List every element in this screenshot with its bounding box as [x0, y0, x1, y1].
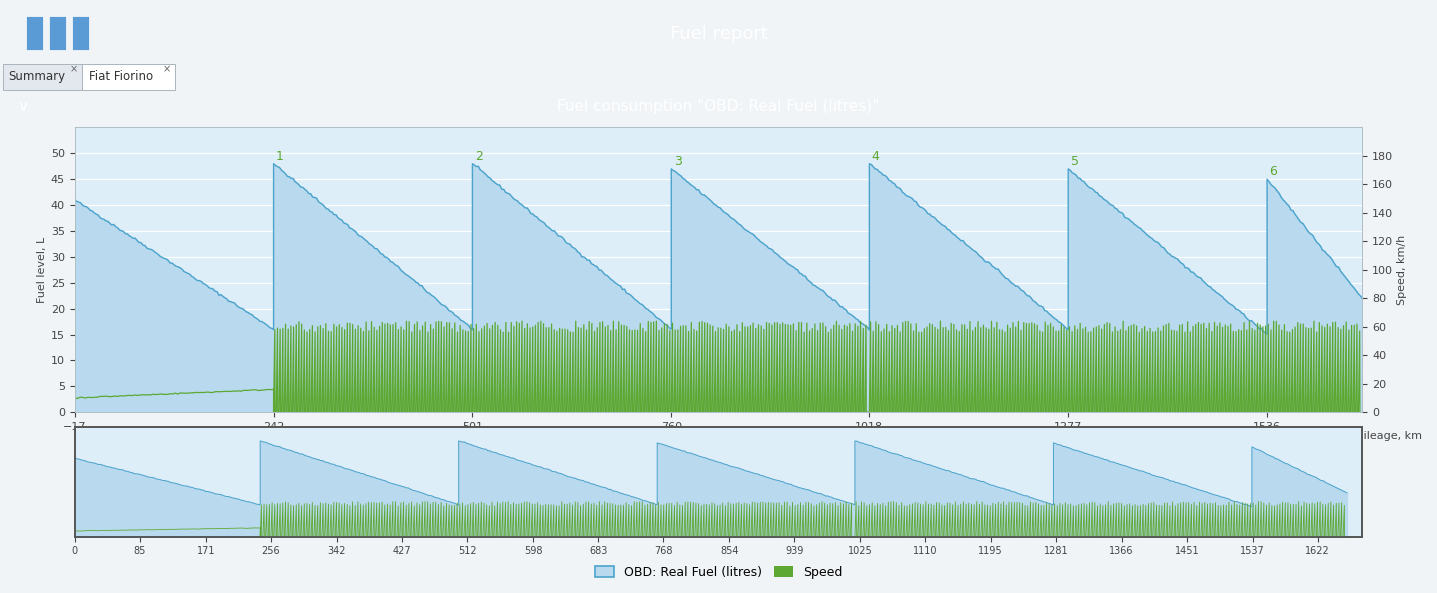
- Text: ∨: ∨: [17, 99, 29, 114]
- Text: 5: 5: [1071, 155, 1079, 168]
- Text: 4: 4: [872, 149, 879, 162]
- Bar: [49, 15, 66, 50]
- Bar: [72, 15, 89, 50]
- Text: 1: 1: [276, 149, 283, 162]
- Text: 6: 6: [1269, 165, 1277, 178]
- Text: ×: ×: [162, 65, 171, 75]
- Y-axis label: Fuel level, L: Fuel level, L: [37, 237, 47, 303]
- Text: Fuel consumption "OBD: Real Fuel (litres)": Fuel consumption "OBD: Real Fuel (litres…: [558, 99, 879, 114]
- Text: Fiat Fiorino: Fiat Fiorino: [89, 70, 154, 83]
- Bar: [26, 15, 43, 50]
- Text: 3: 3: [674, 155, 681, 168]
- Text: Summary: Summary: [9, 70, 66, 83]
- Bar: [82, 65, 175, 91]
- X-axis label: Mileage, km: Mileage, km: [1354, 431, 1423, 441]
- Bar: [3, 65, 82, 91]
- Legend: OBD: Real Fuel (litres), Speed: OBD: Real Fuel (litres), Speed: [589, 561, 848, 584]
- Text: Fuel report: Fuel report: [670, 25, 767, 43]
- Text: 2: 2: [474, 149, 483, 162]
- Text: ×: ×: [69, 65, 78, 75]
- Y-axis label: Speed, km/h: Speed, km/h: [1397, 235, 1407, 305]
